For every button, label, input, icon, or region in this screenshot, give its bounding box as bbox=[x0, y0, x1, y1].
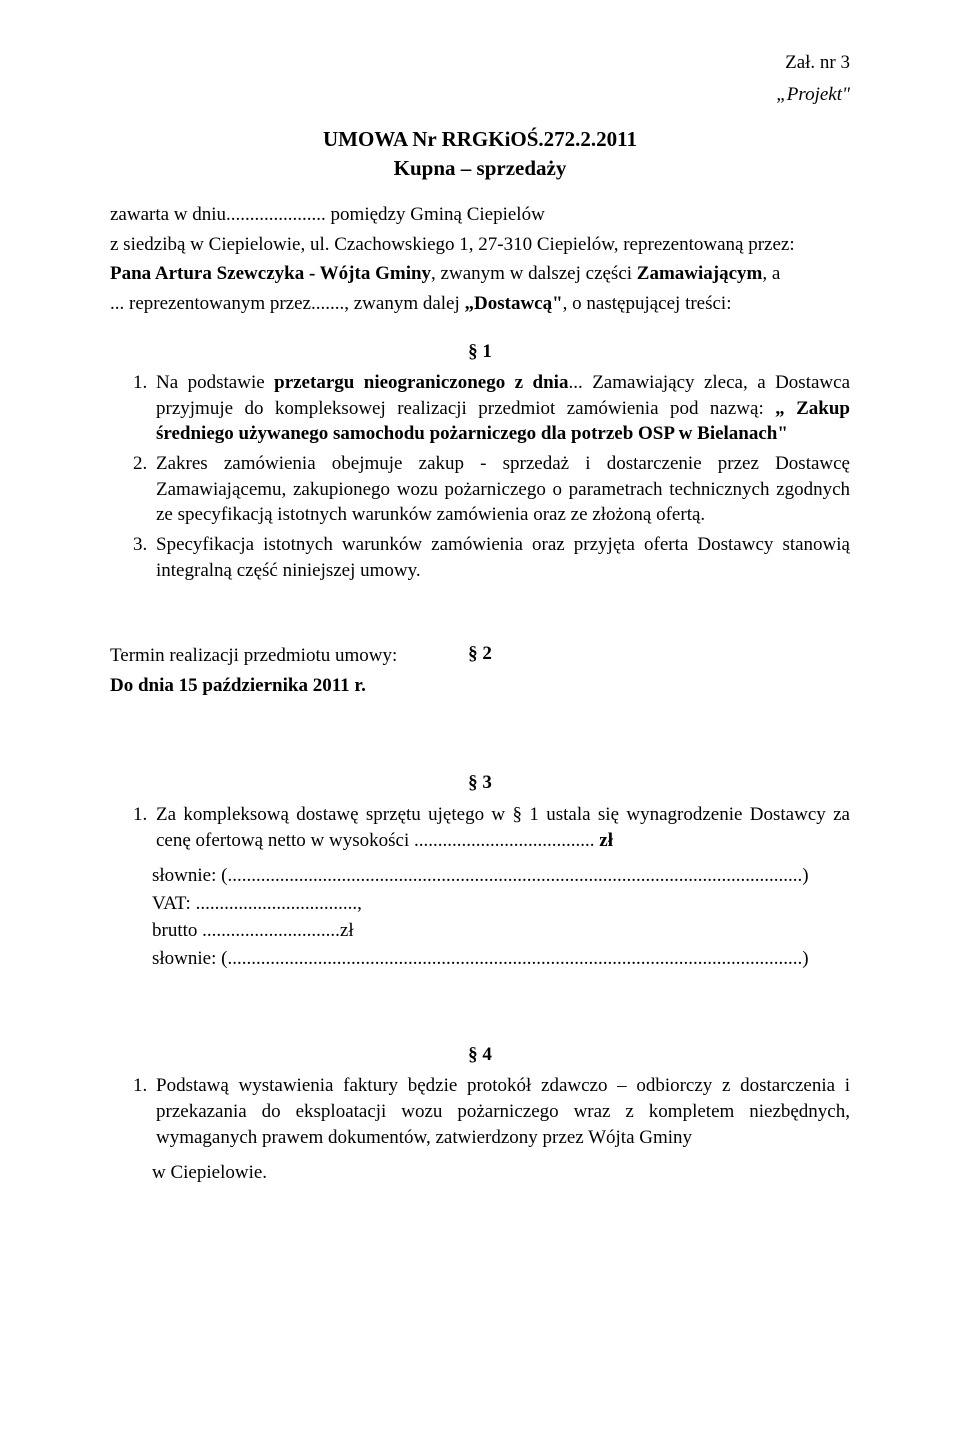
s1-item-3: Specyfikacja istotnych warunków zamówien… bbox=[152, 532, 850, 583]
s4-item-1: Podstawą wystawienia faktury będzie prot… bbox=[152, 1073, 850, 1150]
s3-slownie-2: słownie: (..............................… bbox=[152, 946, 850, 972]
section-4-heading: § 4 bbox=[110, 1042, 850, 1068]
s3-details: słownie: (..............................… bbox=[110, 863, 850, 972]
s3-currency: zł bbox=[599, 830, 613, 851]
contract-title-line2: Kupna – sprzedaży bbox=[110, 154, 850, 182]
section-4-list: Podstawą wystawienia faktury będzie prot… bbox=[110, 1073, 850, 1150]
intro-p2: Pana Artura Szewczyka - Wójta Gminy, zwa… bbox=[110, 261, 850, 287]
attachment-label: Zał. nr 3 bbox=[110, 50, 850, 76]
intro-p1a: zawarta w dniu..................... pomi… bbox=[110, 202, 850, 228]
s1-li1-a: Na podstawie bbox=[156, 372, 274, 393]
s3-brutto: brutto .............................zł bbox=[152, 918, 850, 944]
intro-p2b: , zwanym w dalszej części bbox=[431, 263, 637, 284]
s4-continuation: w Ciepielowie. bbox=[110, 1160, 850, 1186]
intro-p1b: z siedzibą w Ciepielowie, ul. Czachowski… bbox=[110, 232, 850, 258]
contract-title-line1: UMOWA Nr RRGKiOŚ.272.2.2011 bbox=[110, 125, 850, 153]
section-3-list: Za kompleksową dostawę sprzętu ujętego w… bbox=[110, 802, 850, 853]
s1-item-2: Zakres zamówienia obejmuje zakup - sprze… bbox=[152, 451, 850, 528]
s3-slownie-1: słownie: (..............................… bbox=[152, 863, 850, 889]
s1-item-1: Na podstawie przetargu nieograniczonego … bbox=[152, 370, 850, 447]
s2-line2: Do dnia 15 października 2011 r. bbox=[110, 673, 850, 699]
party-a-name: Pana Artura Szewczyka - Wójta Gminy bbox=[110, 263, 431, 284]
intro-p3: ... reprezentowanym przez......., zwanym… bbox=[110, 291, 850, 317]
project-label: „Projekt" bbox=[110, 82, 850, 108]
title-block: UMOWA Nr RRGKiOŚ.272.2.2011 Kupna – sprz… bbox=[110, 125, 850, 182]
s3-item-1: Za kompleksową dostawę sprzętu ujętego w… bbox=[152, 802, 850, 853]
document-page: Zał. nr 3 „Projekt" UMOWA Nr RRGKiOŚ.272… bbox=[0, 0, 960, 1436]
party-b-role: „Dostawcą" bbox=[465, 293, 563, 314]
intro-p3c: , o następującej treści: bbox=[563, 293, 732, 314]
section-1-list: Na podstawie przetargu nieograniczonego … bbox=[110, 370, 850, 583]
party-a-role: Zamawiającym bbox=[637, 263, 763, 284]
s3-vat: VAT: .................................., bbox=[152, 891, 850, 917]
section-1-heading: § 1 bbox=[110, 339, 850, 365]
s3-li1-text: Za kompleksową dostawę sprzętu ujętego w… bbox=[156, 804, 850, 851]
s1-li1-c: ... bbox=[568, 372, 582, 393]
s1-li1-b: przetargu nieograniczonego z dnia bbox=[274, 372, 568, 393]
intro-p2d: , a bbox=[762, 263, 780, 284]
section-3-heading: § 3 bbox=[110, 770, 850, 796]
intro-p3a: ... reprezentowanym przez......., zwanym… bbox=[110, 293, 465, 314]
